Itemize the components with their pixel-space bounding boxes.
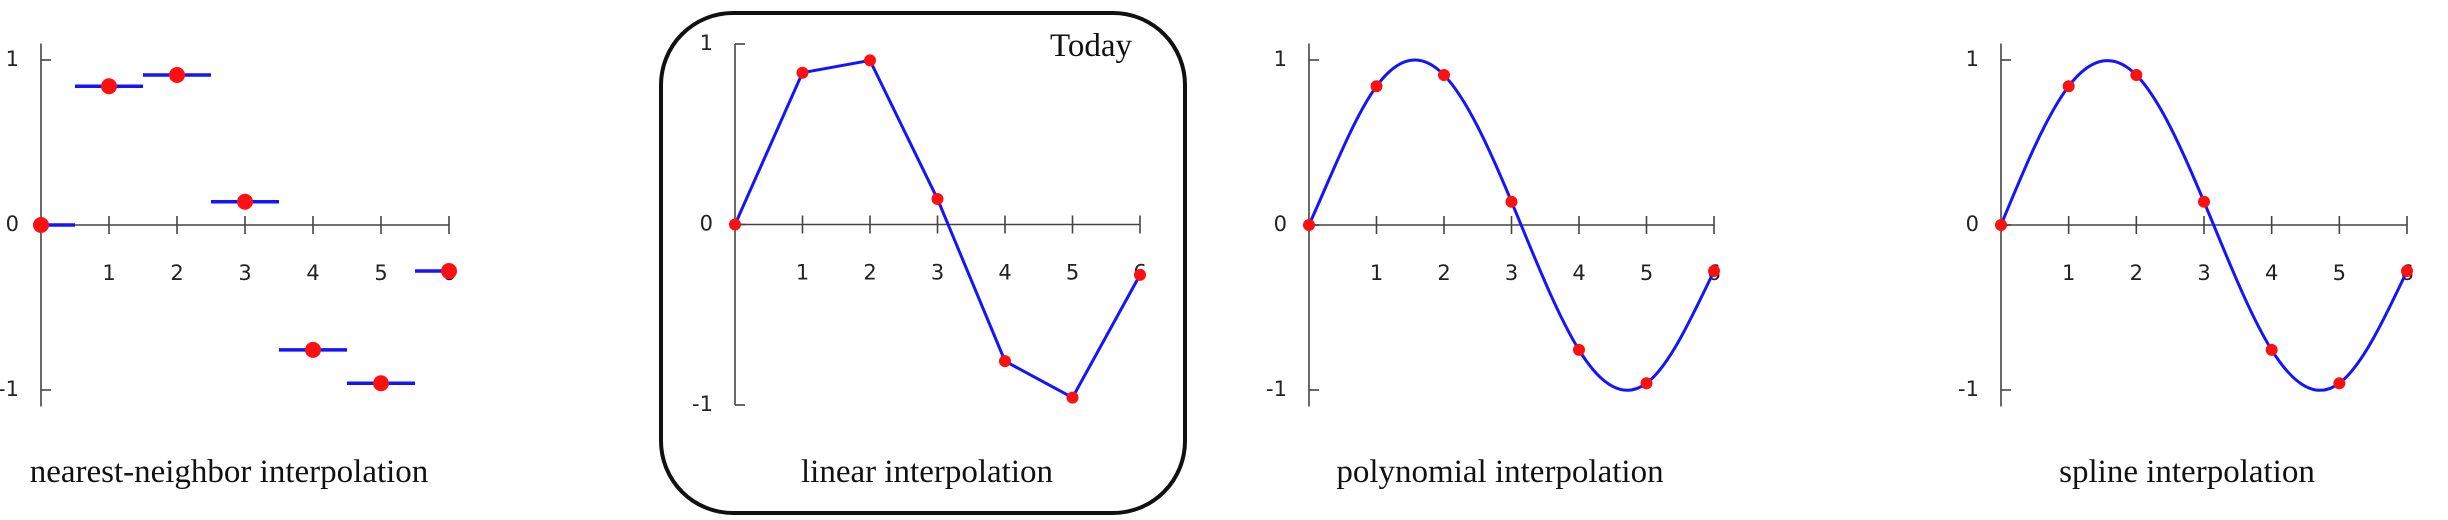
data-point <box>1370 80 1383 93</box>
data-point <box>2401 265 2413 278</box>
data-point <box>305 341 321 358</box>
data-point <box>1438 69 1450 82</box>
y-tick-label: 1 <box>1966 47 1979 71</box>
x-tick-label: 1 <box>102 261 115 285</box>
x-tick-label: 3 <box>238 261 251 285</box>
data-point <box>2130 69 2143 82</box>
data-point <box>237 193 253 210</box>
y-tick-label: 0 <box>700 212 713 236</box>
panel-title: nearest-neighbor interpolation <box>30 454 429 490</box>
data-point <box>1505 195 1518 208</box>
y-tick-label: 1 <box>6 47 19 71</box>
x-tick-label: 5 <box>374 261 387 285</box>
x-tick-label: 1 <box>2062 261 2075 285</box>
y-tick-label: -1 <box>0 377 19 401</box>
x-tick-label: 1 <box>796 261 809 285</box>
annotation: Today <box>1050 28 1133 64</box>
data-point <box>1995 219 2007 231</box>
data-point <box>729 218 741 231</box>
data-point <box>1708 265 1720 278</box>
data-point <box>1303 219 1315 231</box>
panel-title: linear interpolation <box>801 454 1053 490</box>
x-tick-label: 2 <box>2130 261 2143 285</box>
panel-title: spline interpolation <box>2059 454 2315 490</box>
x-tick-label: 5 <box>2333 261 2346 285</box>
data-point <box>931 193 944 206</box>
x-tick-label: 4 <box>306 261 319 285</box>
panel-title: polynomial interpolation <box>1336 454 1663 490</box>
y-tick-label: -1 <box>692 392 713 416</box>
data-point <box>373 375 389 392</box>
x-tick-label: 3 <box>1505 261 1518 285</box>
x-tick-label: 5 <box>1640 261 1653 285</box>
data-point <box>864 54 876 67</box>
data-point <box>101 78 117 95</box>
x-tick-label: 2 <box>170 261 183 285</box>
y-tick-label: 0 <box>6 212 19 236</box>
x-tick-label: 1 <box>1370 261 1383 285</box>
x-tick-label: 4 <box>2265 261 2278 285</box>
data-point <box>2062 80 2075 93</box>
x-tick-label: 3 <box>931 261 944 285</box>
x-tick-label: 2 <box>863 261 876 285</box>
data-point <box>441 263 457 280</box>
data-point <box>2333 377 2346 390</box>
data-point <box>169 67 185 84</box>
data-point <box>999 355 1011 368</box>
data-point <box>1066 391 1079 404</box>
y-tick-label: 0 <box>1966 212 1979 236</box>
data-point <box>1134 268 1146 281</box>
data-point <box>2198 195 2210 208</box>
y-tick-label: 1 <box>1274 47 1287 71</box>
y-tick-label: -1 <box>1266 377 1287 401</box>
y-tick-label: 0 <box>1274 212 1287 236</box>
x-tick-label: 5 <box>1066 261 1079 285</box>
y-tick-label: -1 <box>1958 377 1979 401</box>
data-point <box>33 217 49 233</box>
data-point <box>1573 343 1585 356</box>
data-point <box>1640 377 1653 390</box>
x-tick-label: 4 <box>998 261 1011 285</box>
y-tick-label: 1 <box>700 31 713 55</box>
x-tick-label: 2 <box>1437 261 1450 285</box>
data-point <box>2265 343 2278 356</box>
highlight-box <box>659 11 1187 515</box>
data-point <box>796 66 809 79</box>
x-tick-label: 4 <box>1572 261 1585 285</box>
x-tick-label: 3 <box>2197 261 2210 285</box>
